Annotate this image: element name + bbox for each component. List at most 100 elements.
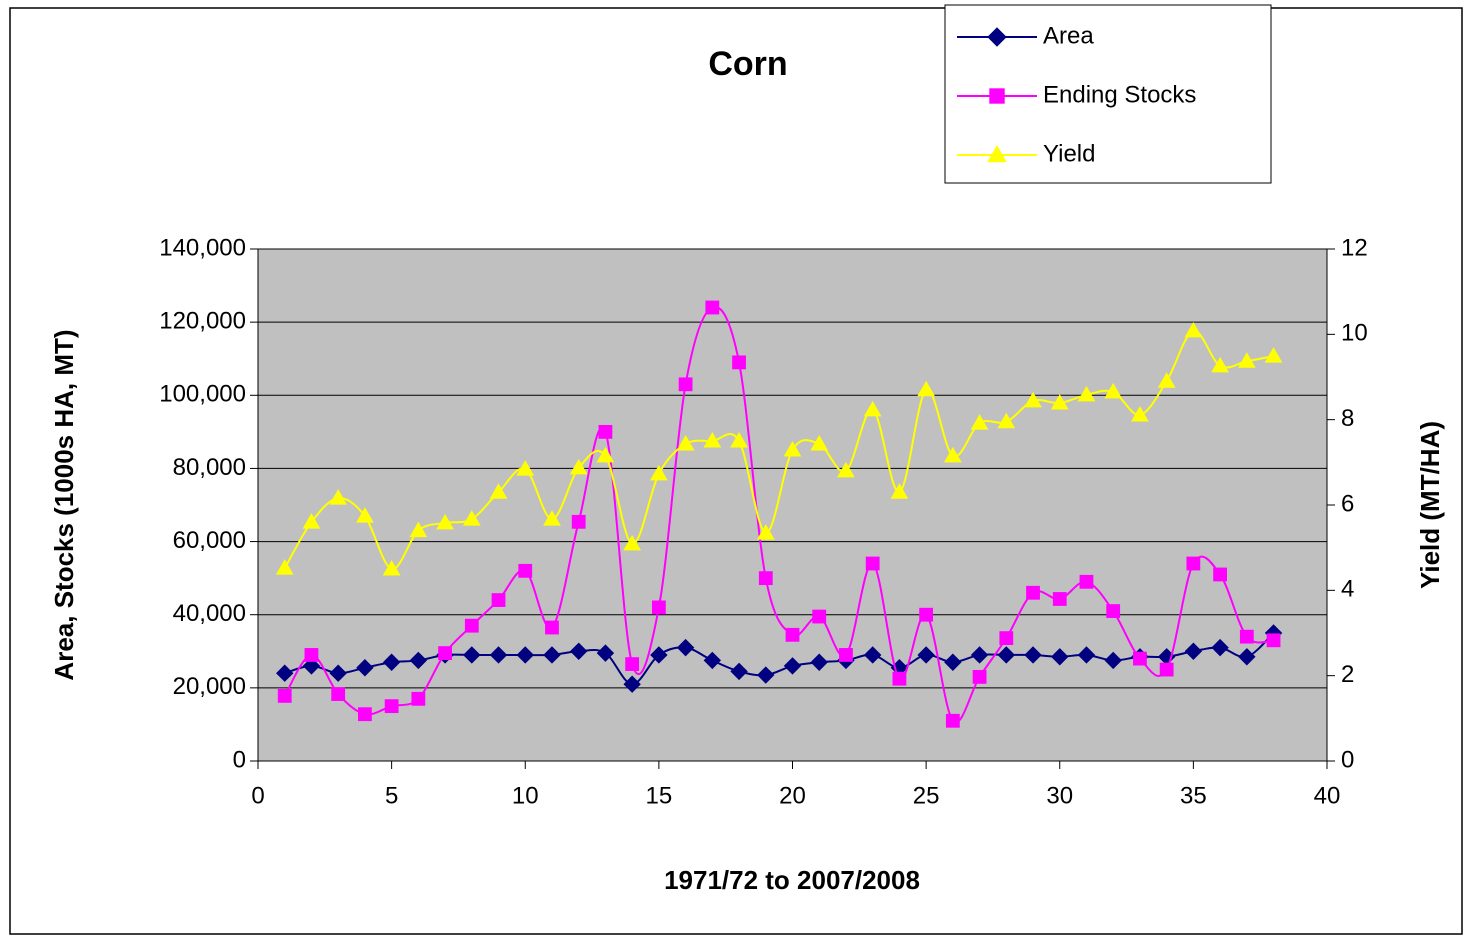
marker (543, 646, 561, 664)
marker (758, 571, 773, 586)
marker (598, 424, 613, 439)
marker (997, 646, 1016, 664)
marker (997, 412, 1016, 429)
y2-tick-label: 0 (1341, 746, 1354, 773)
marker (678, 377, 693, 392)
marker (705, 300, 720, 315)
marker (651, 600, 666, 615)
marker (411, 691, 426, 706)
marker (890, 483, 909, 499)
legend-label: Area (1043, 22, 1094, 49)
marker (382, 653, 401, 671)
marker (358, 707, 372, 722)
marker (516, 646, 534, 664)
x-tick-label: 5 (385, 782, 398, 809)
marker (650, 646, 668, 664)
marker (839, 648, 853, 662)
y-tick-label: 120,000 (159, 307, 246, 334)
marker (943, 446, 962, 463)
marker (304, 648, 319, 662)
marker (1239, 629, 1254, 644)
marker (970, 646, 989, 664)
marker (1050, 394, 1069, 410)
x-tick-label: 25 (913, 782, 940, 809)
x-axis-title: 1971/72 to 2007/2008 (664, 865, 920, 895)
marker (944, 653, 962, 671)
y-axis-title: Area, Stocks (1000s HA, MT) (49, 329, 79, 680)
marker (275, 559, 294, 575)
legend-label: Ending Stocks (1043, 81, 1196, 108)
marker (1051, 648, 1069, 666)
legend-marker (987, 144, 1007, 163)
y2-tick-label: 8 (1341, 405, 1354, 432)
marker (356, 507, 374, 523)
marker (732, 355, 746, 370)
marker (865, 556, 880, 571)
y2-tick-label: 12 (1341, 234, 1368, 261)
marker (783, 657, 802, 675)
marker (623, 534, 642, 551)
marker (518, 563, 533, 578)
marker (945, 713, 960, 728)
marker (1237, 352, 1256, 368)
series-line (283, 329, 1274, 570)
y-tick-label: 60,000 (173, 527, 246, 554)
marker (596, 446, 615, 463)
marker (757, 666, 775, 684)
marker (919, 607, 934, 622)
marker (543, 510, 561, 526)
marker (384, 699, 399, 714)
marker (545, 620, 559, 635)
marker (756, 524, 775, 540)
marker (676, 638, 695, 657)
marker (676, 434, 695, 451)
x-tick-label: 30 (1046, 782, 1073, 809)
y-tick-label: 140,000 (159, 234, 246, 261)
marker (1079, 574, 1094, 589)
marker (1211, 356, 1229, 373)
marker (730, 662, 748, 681)
marker (812, 609, 827, 624)
marker (1184, 642, 1203, 660)
marker (783, 440, 802, 457)
marker (463, 646, 481, 664)
marker (1213, 567, 1227, 582)
marker (1186, 556, 1201, 571)
marker (356, 659, 374, 677)
marker (436, 513, 454, 530)
marker (730, 431, 748, 448)
marker (863, 400, 882, 417)
marker (623, 675, 641, 693)
marker (703, 651, 722, 670)
marker (489, 646, 508, 664)
y2-tick-label: 4 (1341, 576, 1354, 603)
legend-marker (987, 27, 1007, 47)
marker (785, 627, 800, 642)
y-tick-label: 100,000 (159, 381, 246, 408)
marker (972, 669, 987, 684)
marker (382, 559, 401, 576)
marker (1104, 382, 1123, 399)
x-tick-label: 40 (1314, 782, 1341, 809)
marker (1104, 651, 1122, 670)
marker (569, 642, 588, 660)
marker (491, 593, 506, 607)
marker (489, 483, 508, 499)
legend-label: Yield (1043, 140, 1095, 167)
marker (1159, 662, 1174, 677)
marker (863, 646, 882, 664)
marker (1024, 391, 1042, 408)
marker (409, 651, 428, 670)
marker (650, 464, 668, 481)
marker (571, 514, 586, 529)
y2-tick-label: 10 (1341, 320, 1368, 347)
marker (1184, 321, 1203, 338)
marker (329, 489, 348, 505)
marker (438, 646, 452, 661)
marker (596, 644, 615, 662)
y2-axis-title: Yield (MT/HA) (1415, 421, 1445, 589)
marker (1157, 372, 1176, 388)
marker (1106, 604, 1121, 618)
x-tick-label: 15 (646, 782, 673, 809)
marker (329, 664, 347, 682)
